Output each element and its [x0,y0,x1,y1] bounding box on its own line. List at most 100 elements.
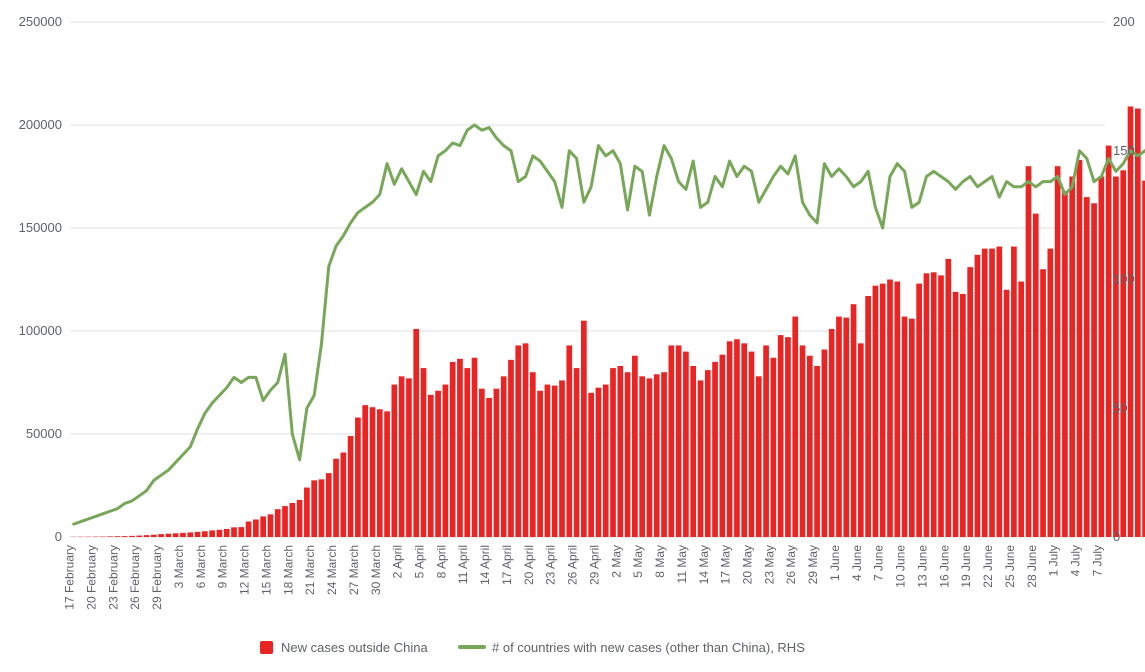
bar [800,345,806,537]
bar [596,388,602,537]
x-tick-label: 12 March [238,545,252,595]
bar [413,329,419,537]
x-tick-label: 14 April [478,545,492,585]
bar [545,385,551,537]
bar [771,358,777,537]
x-tick-label: 17 April [500,545,514,585]
bar [647,378,653,537]
bar [1018,282,1024,537]
bar [712,362,718,537]
y-left-tick-label: 50000 [26,426,62,441]
bar [1113,177,1119,538]
bar [384,411,390,537]
bar [865,296,871,537]
bar [340,453,346,537]
bar [1004,290,1010,537]
bar [1069,177,1075,538]
x-tick-label: 2 April [391,545,405,578]
bar [180,533,186,537]
x-tick-label: 30 March [369,545,383,595]
y-right-tick-label: 50 [1113,400,1127,415]
bar [938,275,944,537]
x-tick-label: 26 April [566,545,580,585]
bar [297,500,303,537]
bar [326,473,332,537]
bar [982,249,988,537]
bar [690,366,696,537]
bar [282,506,288,537]
bar [260,516,266,537]
bar [559,380,565,537]
bar [399,376,405,537]
bar [370,407,376,537]
bar [924,273,930,537]
x-tick-label: 1 July [1047,545,1061,576]
bar [610,368,616,537]
bar [843,318,849,537]
bar [989,249,995,537]
bar [1047,249,1053,537]
bar [333,459,339,537]
bar [829,329,835,537]
bar [807,356,813,537]
x-tick-label: 5 May [631,545,645,578]
x-tick-label: 9 March [216,545,230,588]
legend-swatch-bar [260,641,273,654]
bar [406,378,412,537]
bar [749,352,755,537]
bar [479,389,485,537]
bar [187,532,193,537]
x-tick-label: 8 April [434,545,448,578]
x-tick-label: 8 May [653,545,667,578]
bar [464,368,470,537]
x-tick-label: 20 February [85,545,99,610]
bar [377,409,383,537]
bar [319,479,325,537]
bar [136,536,142,537]
bar [975,255,981,537]
bar [129,536,135,537]
legend: New cases outside China# of countries wi… [260,640,805,655]
x-tick-label: 4 June [850,545,864,581]
bar [115,536,121,537]
bar [996,247,1002,537]
bar [1077,160,1083,537]
y-right-tick-label: 150 [1113,143,1135,158]
bar [639,376,645,537]
x-tick-label: 7 June [872,545,886,581]
bar [1128,106,1134,537]
x-tick-label: 17 May [719,545,733,584]
bar [683,352,689,537]
bar [1011,247,1017,537]
x-tick-label: 23 February [106,545,120,610]
combo-chart: 0500001000001500002000002500000501001502… [0,0,1145,672]
bar [501,376,507,537]
x-tick-label: 7 July [1090,545,1104,576]
legend-label-bar: New cases outside China [281,640,428,655]
bar [822,350,828,537]
x-tick-label: 14 May [697,545,711,584]
x-tick-label: 29 February [150,545,164,610]
bar [785,337,791,537]
x-tick-label: 20 May [741,545,755,584]
y-left-tick-label: 250000 [19,14,62,29]
x-tick-label: 25 June [1003,545,1017,588]
bar [698,380,704,537]
bar [734,339,740,537]
bar [588,393,594,537]
bar [537,391,543,537]
bar [625,372,631,537]
x-tick-label: 20 April [522,545,536,585]
bar [457,359,463,537]
bar [238,527,244,537]
x-tick-label: 3 March [172,545,186,588]
bar [945,259,951,537]
bar [348,436,354,537]
bar [1120,170,1126,537]
bar [268,514,274,537]
bar [931,272,937,537]
bar [873,286,879,537]
x-tick-label: 13 June [915,545,929,588]
bar [311,480,317,537]
x-tick-label: 4 July [1068,545,1082,576]
